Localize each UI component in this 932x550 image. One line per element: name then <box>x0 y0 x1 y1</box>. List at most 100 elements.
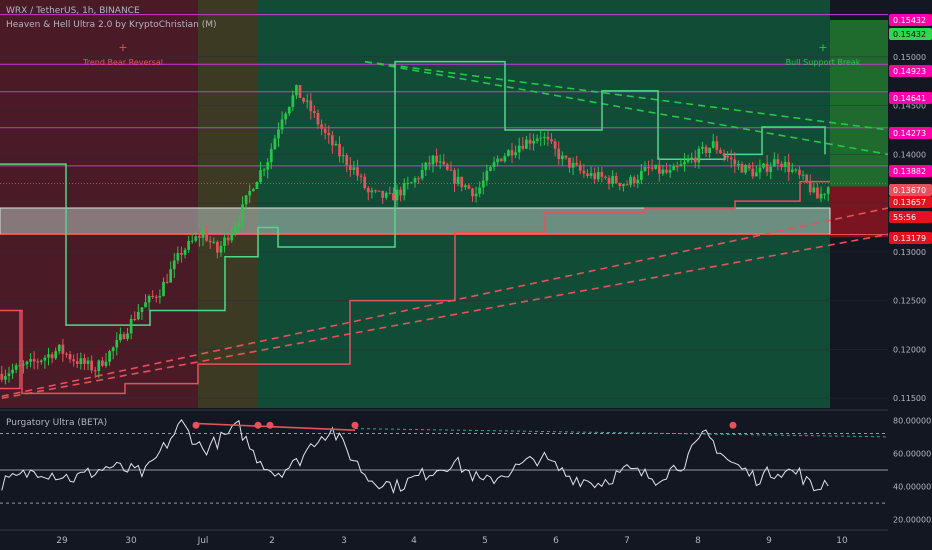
price-label-pill <box>889 211 932 223</box>
candle-body <box>18 365 22 367</box>
candle-body <box>765 163 769 172</box>
candle-body <box>636 179 640 184</box>
x-tick-label: 29 <box>56 536 68 546</box>
candle-body <box>86 360 90 364</box>
price-label: 0.14273 <box>893 129 926 138</box>
candle-body <box>273 138 277 150</box>
candle-body <box>43 357 47 361</box>
candle-body <box>176 253 180 261</box>
candle-body <box>259 170 262 183</box>
candle-body <box>119 334 122 341</box>
candle-body <box>417 178 420 180</box>
bear-target-box <box>830 186 888 238</box>
candle-body <box>0 373 4 380</box>
price-label: 0.13179 <box>893 234 926 243</box>
candle-body <box>384 192 388 198</box>
candle-body <box>507 150 510 157</box>
candle-body <box>675 166 679 168</box>
candle-body <box>643 167 647 171</box>
candle-body <box>162 281 165 297</box>
candle-body <box>578 164 582 171</box>
candle-body <box>7 373 11 377</box>
candle-body <box>783 161 787 167</box>
price-label: 0.15432 <box>893 16 926 25</box>
candle-body <box>334 143 338 146</box>
bull-target-box <box>830 20 888 187</box>
candle-body <box>589 173 593 177</box>
candle-body <box>665 169 668 173</box>
candle-body <box>101 360 104 366</box>
candle-body <box>553 141 557 149</box>
candle-body <box>701 146 704 149</box>
candle-body <box>374 190 377 192</box>
x-tick-label: 10 <box>836 536 848 546</box>
y-tick-label: 0.13000 <box>893 248 926 257</box>
candle-body <box>402 183 406 196</box>
candle-body <box>697 148 701 163</box>
candle-body <box>693 157 697 163</box>
candle-body <box>686 159 690 162</box>
candle-body <box>399 189 402 196</box>
price-label: 0.13882 <box>893 167 926 176</box>
candle-body <box>546 136 550 140</box>
candle-body <box>571 162 575 168</box>
price-label: 0.15432 <box>893 30 926 39</box>
candle-body <box>115 340 119 348</box>
bull-trendline <box>364 60 889 131</box>
candle-body <box>108 351 111 362</box>
osc-tick-label: 80.00000 <box>893 416 931 425</box>
candle-body <box>4 376 7 380</box>
candle-body <box>370 190 374 193</box>
candle-body <box>363 176 367 189</box>
candle-body <box>758 167 762 173</box>
oscillator-line <box>1 419 829 495</box>
candle-body <box>629 177 632 185</box>
candle-body <box>136 311 140 320</box>
neutral-zone <box>198 0 258 408</box>
price-label-pill <box>889 65 932 77</box>
candle-body <box>816 187 819 199</box>
candle-body <box>93 370 97 372</box>
candle-body <box>25 361 29 365</box>
candle-body <box>320 124 323 129</box>
candle-body <box>661 169 665 174</box>
candle-body <box>604 176 607 178</box>
candle-body <box>431 155 435 165</box>
candle-body <box>560 155 564 160</box>
candle-body <box>327 132 331 136</box>
candle-body <box>650 167 654 169</box>
candle-body <box>79 358 83 364</box>
candle-body <box>151 295 155 297</box>
x-tick-label: 2 <box>269 536 275 546</box>
x-tick-label: 9 <box>766 536 772 546</box>
candle-body <box>772 159 776 167</box>
candle-body <box>237 222 241 227</box>
candle-body <box>499 158 503 162</box>
bull-zone <box>258 0 830 408</box>
price-label: 0.13670 <box>893 186 926 195</box>
candle-body <box>410 182 413 184</box>
candle-body <box>729 157 733 160</box>
indicator-name: Heaven & Hell Ultra 2.0 by KryptoChristi… <box>6 20 217 30</box>
candle-body <box>255 182 259 190</box>
candle-body <box>233 226 237 233</box>
candle-body <box>190 240 194 242</box>
candle-body <box>737 163 740 165</box>
candle-body <box>11 369 14 374</box>
candle-body <box>704 146 708 153</box>
candle-body <box>449 169 453 171</box>
candle-body <box>481 180 485 188</box>
candle-body <box>345 155 349 166</box>
candle-body <box>708 147 711 153</box>
candle-body <box>284 113 288 120</box>
candle-body <box>808 181 812 193</box>
candle-body <box>341 155 345 157</box>
candle-body <box>550 139 553 142</box>
candle-body <box>251 189 255 191</box>
candle-body <box>165 281 169 283</box>
candle-body <box>614 175 618 183</box>
candle-body <box>532 141 535 144</box>
candle-body <box>65 353 68 355</box>
candle-body <box>733 159 737 165</box>
